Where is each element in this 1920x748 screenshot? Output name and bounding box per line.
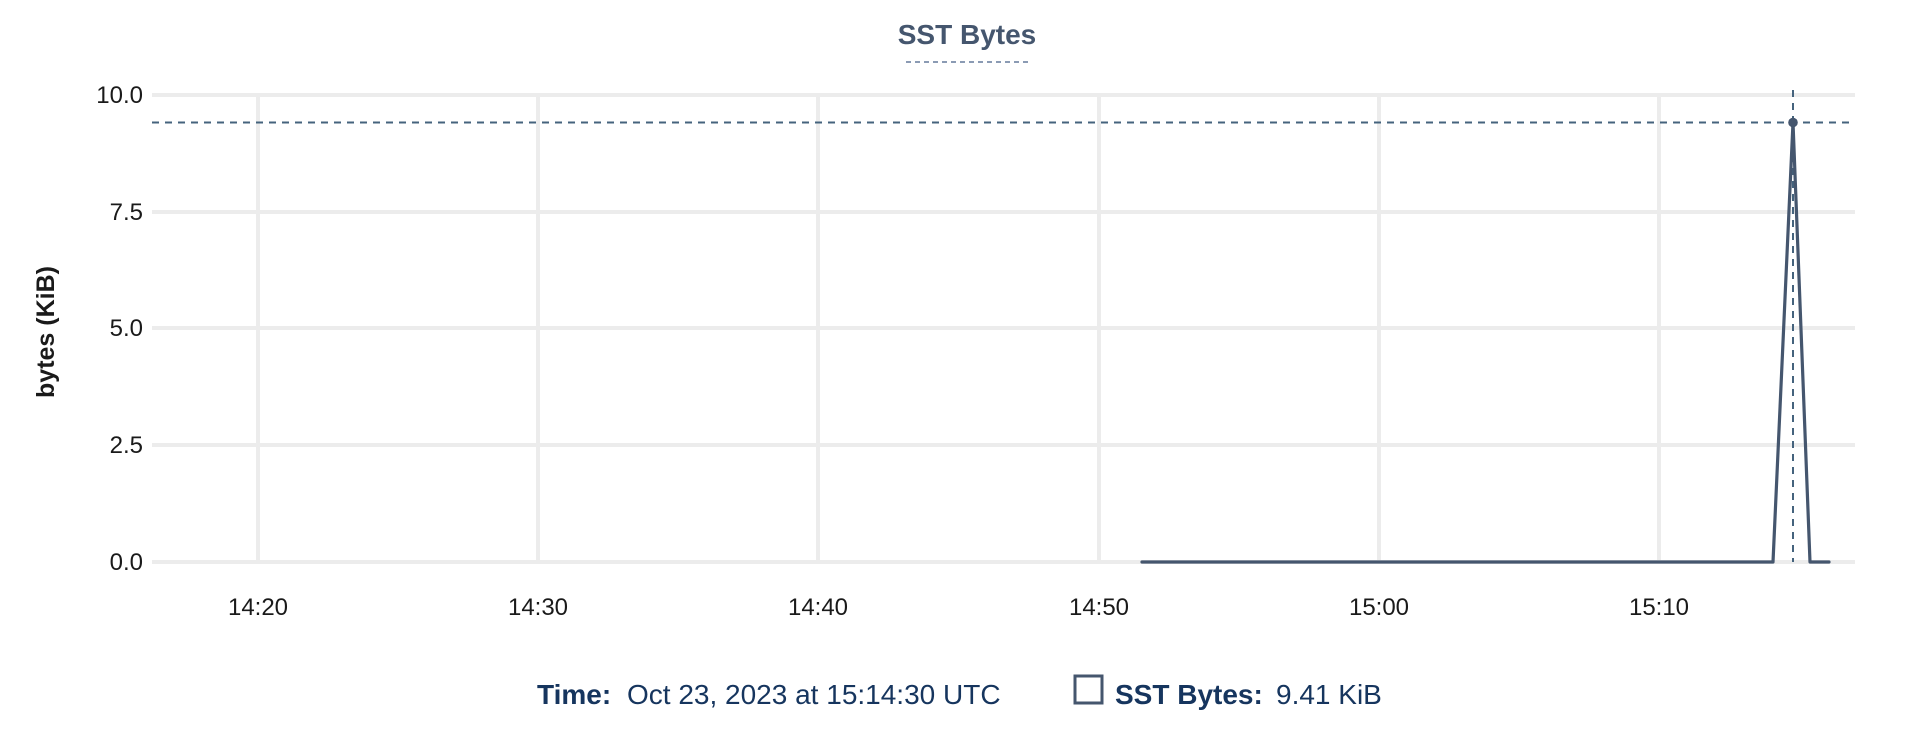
svg-text:bytes (KiB): bytes (KiB) [32,266,60,398]
svg-text:14:50: 14:50 [1069,594,1129,621]
svg-text:14:40: 14:40 [788,594,848,621]
svg-text:9.41 KiB: 9.41 KiB [1276,679,1382,710]
svg-text:7.5: 7.5 [110,199,143,226]
svg-text:15:10: 15:10 [1629,594,1689,621]
svg-text:2.5: 2.5 [110,432,143,459]
svg-text:14:30: 14:30 [508,594,568,621]
svg-text:5.0: 5.0 [110,315,143,342]
svg-text:14:20: 14:20 [228,594,288,621]
svg-text:Time:: Time: [537,679,611,710]
svg-text:10.0: 10.0 [96,82,143,109]
svg-text:SST Bytes: SST Bytes [898,19,1037,50]
svg-text:15:00: 15:00 [1349,594,1409,621]
svg-text:Oct 23, 2023 at 15:14:30 UTC: Oct 23, 2023 at 15:14:30 UTC [627,679,1001,710]
svg-text:SST Bytes:: SST Bytes: [1115,679,1263,710]
svg-text:0.0: 0.0 [110,549,143,576]
